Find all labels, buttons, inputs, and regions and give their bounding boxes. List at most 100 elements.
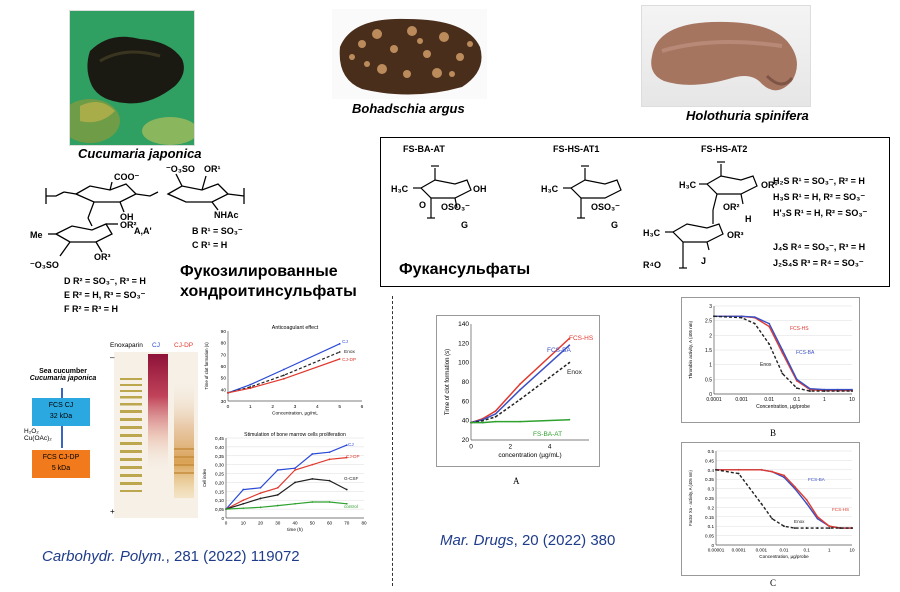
- series-label: control: [344, 504, 358, 509]
- chart-clot-frame: 20 40 60 80 100 120 140 0 2 4 concentration (µg/mL…: [436, 315, 600, 467]
- data-point: [328, 501, 331, 503]
- y-tick-label: 0,15: [215, 489, 224, 494]
- panel-letter-a: A: [513, 476, 520, 486]
- x-tick-label: 20: [258, 521, 264, 526]
- data-point: [259, 492, 262, 495]
- reference-left-cite: , 281 (2022) 119072: [165, 548, 300, 565]
- photo-holothuria-spinifera: [641, 5, 811, 107]
- data-point: [568, 361, 571, 364]
- data-point: [276, 486, 279, 489]
- data-point: [345, 502, 348, 505]
- y-tick-label: 0,30: [215, 463, 224, 468]
- y-tick-label: 3: [709, 304, 712, 310]
- label-h3c-4: H₃C: [643, 228, 661, 238]
- data-point: [737, 472, 740, 475]
- box-fcs-cj: FCS CJ 32 kDa: [32, 398, 90, 426]
- x-tick-label: 0.0001: [706, 397, 722, 403]
- reference-left[interactable]: Carbohydr. Polym., 281 (2022) 119072: [42, 548, 300, 565]
- source-line2: Cucumaria japonica: [29, 375, 97, 382]
- gel-image: Enoxaparin CJ CJ-DP – +: [110, 342, 198, 518]
- data-point: [568, 418, 571, 421]
- label-d: D R² = SO₃⁻, R³ = H: [64, 276, 146, 286]
- label-j: J: [701, 256, 706, 266]
- header-fs-ba-at: FS-BA-AT: [403, 144, 445, 154]
- fs-structure-drawing: FS-BA-AT FS-HS-AT1 FS-HS-AT2: [391, 144, 867, 270]
- data-point: [519, 398, 522, 401]
- series-label: Enox: [760, 362, 772, 368]
- y-tick-label: 0.25: [705, 496, 714, 501]
- data-point: [568, 344, 571, 347]
- data-point: [282, 368, 285, 371]
- data-point: [568, 337, 571, 340]
- label-oh: OH: [120, 212, 134, 222]
- y-tick-label: 140: [458, 321, 469, 328]
- x-axis-label: time (h): [287, 527, 303, 532]
- y-tick-label: 0,35: [215, 454, 224, 459]
- fs-title: Фукансульфаты: [399, 261, 531, 278]
- x-tick-label: 4: [316, 404, 319, 410]
- label-g: G: [461, 220, 468, 230]
- x-tick-label: 0: [469, 444, 473, 451]
- label-or2: OR²: [120, 220, 137, 230]
- data-point: [481, 419, 484, 422]
- label-me: Me: [30, 230, 43, 240]
- y-tick-label: 0: [709, 392, 712, 398]
- data-point: [753, 322, 756, 325]
- label-b: B R¹ = SO₃⁻: [192, 226, 243, 236]
- proliferation-chart: Stimulation of bone marrow cells prolife…: [202, 432, 367, 532]
- box-fcs-cj-dp: FCS CJ-DP 5 kDa: [32, 450, 90, 478]
- data-point: [805, 498, 808, 501]
- label-r4o: R⁴O: [643, 260, 661, 270]
- data-point: [809, 387, 811, 390]
- data-point: [783, 525, 785, 528]
- label-j4s: J₄S R⁴ = SO₃⁻, R³ = H: [773, 242, 865, 252]
- series-line: [227, 358, 340, 394]
- x-tick-label: 2: [271, 404, 274, 410]
- gel-minus: –: [110, 353, 115, 362]
- chart-thrombin-frame: 0 0.5 1 1.5 2 2.5 3 0.0001 0.001 0.01 0.1 1 10 Concen…: [681, 297, 860, 423]
- reagent-line2: Cu(OAc)₂: [24, 435, 52, 442]
- data-point: [276, 469, 279, 471]
- data-point: [338, 351, 341, 353]
- data-point: [494, 413, 497, 415]
- caption-holothuria-spinifera: Holothuria spinifera: [686, 108, 809, 123]
- y-tick-label: 2: [709, 333, 712, 339]
- data-point: [771, 517, 774, 520]
- x-tick-label: 60: [327, 521, 333, 526]
- x-tick-label: 6: [361, 404, 364, 410]
- y-tick-label: 120: [458, 340, 469, 347]
- reference-right[interactable]: Mar. Drugs, 20 (2022) 380: [440, 532, 615, 549]
- label-oh: OH: [473, 184, 487, 194]
- y-tick-label: 0.35: [705, 477, 714, 482]
- y-tick-label: 0.4: [708, 468, 715, 473]
- series-line: [715, 469, 852, 529]
- caption-bohadschia-argus: Bohadschia argus: [352, 101, 465, 116]
- fcs-title: Фукозилированные хондроитинсульфаты: [180, 262, 357, 302]
- data-point: [311, 477, 314, 480]
- label-g-2: G: [611, 220, 618, 230]
- gel-plus: +: [110, 507, 115, 516]
- data-point: [242, 502, 245, 505]
- y-tick-label: 0,25: [215, 472, 224, 477]
- series-line: [714, 315, 852, 391]
- data-point: [809, 390, 811, 392]
- chart-factorxa-frame: 0 0.05 0.1 0.15 0.2 0.25 0.3 0.35 0.4 0.45 0.5 0.00…: [681, 442, 860, 576]
- series-line: [470, 362, 570, 424]
- series-label: Enox: [567, 369, 583, 376]
- x-tick-label: 30: [275, 521, 281, 526]
- reagent-line1: H₂O₂: [24, 428, 39, 435]
- series-label: FCS-BA: [547, 347, 572, 354]
- label-oso3-2: OSO₃⁻: [591, 202, 620, 212]
- section-divider: [392, 296, 393, 586]
- label-or2: OR²: [723, 202, 740, 212]
- data-point: [793, 485, 796, 488]
- x-tick-label: 70: [344, 521, 350, 526]
- caption-cucumaria-japonica: Cucumaria japonica: [78, 146, 202, 161]
- data-point: [737, 468, 740, 471]
- data-point: [795, 387, 798, 390]
- data-point: [781, 349, 784, 351]
- data-point: [470, 421, 472, 424]
- source-text: Sea cucumber Cucumaria japonica: [20, 368, 106, 382]
- data-point: [816, 527, 819, 529]
